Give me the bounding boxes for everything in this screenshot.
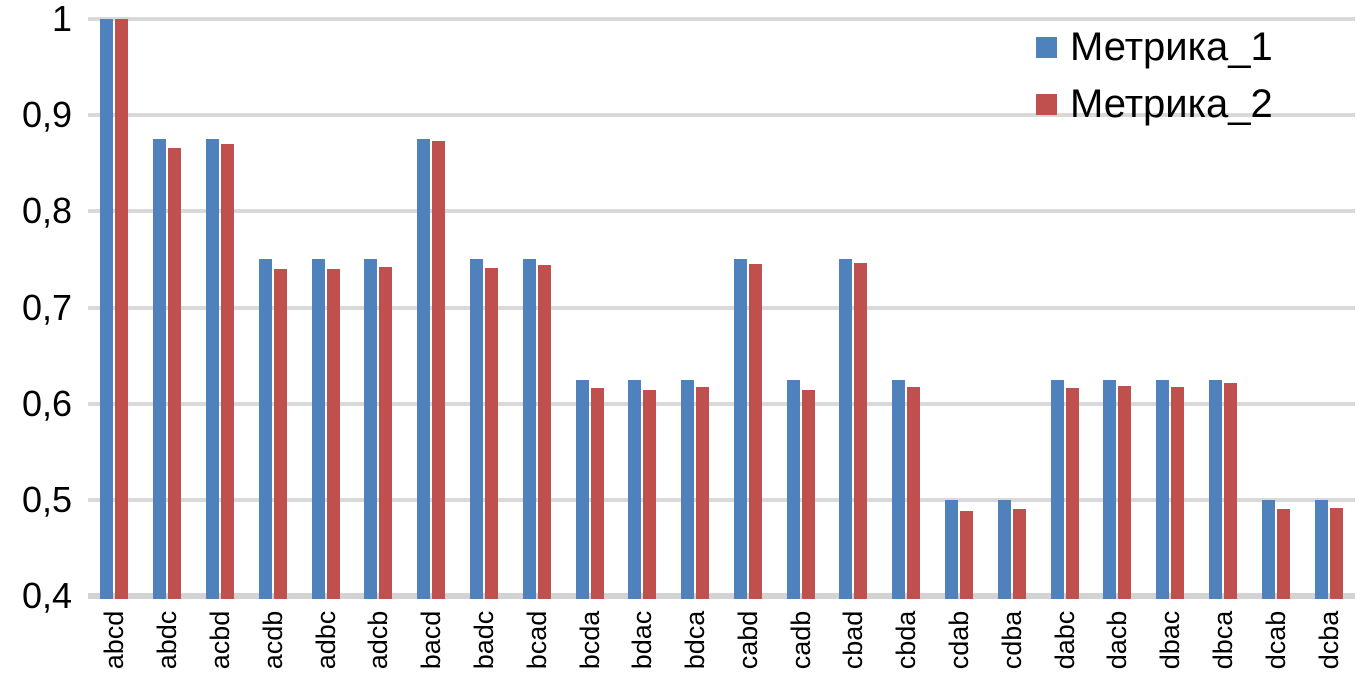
y-tick-label: 0,6	[21, 382, 72, 424]
gridline	[88, 113, 1355, 118]
bar-series-2-abdc	[168, 147, 182, 599]
y-tick-label: 0,9	[21, 94, 72, 136]
x-tick-label: dbac	[1155, 610, 1186, 670]
x-tick-label: cadb	[785, 610, 816, 670]
gridline	[88, 17, 1355, 21]
bar-series-2-dabc	[1065, 388, 1079, 599]
bar-series-1-dbac	[1156, 379, 1170, 599]
x-tick-label: cbda	[891, 610, 922, 670]
bar-series-1-dacb	[1103, 379, 1117, 599]
bar-series-1-dbca	[1209, 379, 1223, 599]
bar-series-1-acbd	[205, 139, 219, 599]
x-axis-line	[88, 593, 1355, 599]
legend-swatch-metrika-1-icon	[1036, 36, 1057, 58]
legend-swatch-metrika-2-icon	[1036, 93, 1057, 115]
x-tick-label: bcda	[574, 610, 605, 670]
x-tick-label: adcb	[363, 610, 394, 670]
x-tick-label: dabc	[1049, 610, 1080, 670]
bar-series-1-bdca	[681, 379, 695, 599]
x-tick-label: cdba	[996, 610, 1027, 670]
bar-series-2-cadb	[801, 390, 815, 599]
bar-series-1-acdb	[258, 259, 272, 599]
bar-series-2-cdab	[960, 511, 974, 599]
bar-series-1-adbc	[311, 259, 325, 599]
bar-series-1-dcab	[1261, 499, 1275, 599]
bar-series-1-cbda	[892, 379, 906, 599]
bar-series-2-dbac	[1171, 387, 1185, 599]
bar-series-2-cdba	[1012, 509, 1026, 599]
bar-series-2-bcad	[537, 265, 551, 599]
bar-series-1-cabd	[733, 259, 747, 599]
legend-label-metrika-2: Метрика_2	[1070, 82, 1273, 126]
bar-series-2-bacd	[432, 141, 446, 599]
bar-series-1-badc	[469, 259, 483, 599]
bar-series-2-dcba	[1329, 508, 1343, 599]
y-tick-label: 0,4	[21, 575, 72, 616]
x-tick-label: abcd	[99, 610, 130, 670]
legend-item-metrika-2: Метрика_2	[1036, 83, 1273, 125]
bar-series-1-cdab	[945, 499, 959, 599]
bar-series-2-dacb	[1118, 386, 1132, 599]
x-tick-label: bcad	[521, 610, 552, 670]
bar-series-2-bcda	[590, 388, 604, 599]
x-tick-label: dbca	[1208, 610, 1239, 670]
x-tick-label: cbad	[838, 610, 869, 670]
x-tick-label: cabd	[732, 610, 763, 670]
legend: Метрика_1 Метрика_2	[1036, 26, 1273, 140]
bar-series-2-cbda	[907, 387, 921, 599]
bar-series-2-adbc	[326, 269, 340, 599]
x-tick-label: badc	[468, 610, 499, 670]
bar-series-1-abcd	[100, 19, 114, 599]
y-tick-label: 0,8	[21, 190, 72, 232]
x-tick-label: bdac	[627, 610, 658, 670]
legend-label-metrika-1: Метрика_1	[1070, 25, 1273, 69]
x-tick-label: bdca	[680, 610, 711, 670]
bar-series-1-adcb	[364, 259, 378, 599]
bar-series-1-bcad	[522, 259, 536, 599]
bar-series-2-adcb	[379, 267, 393, 599]
bar-series-2-acbd	[220, 144, 234, 599]
x-tick-label: abdc	[152, 610, 183, 670]
y-tick-label: 0,7	[21, 286, 72, 328]
x-tick-label: adbc	[310, 610, 341, 670]
x-tick-label: dacb	[1102, 610, 1133, 670]
x-tick-label: bacd	[416, 610, 447, 670]
bar-series-1-bcda	[575, 379, 589, 599]
gridline	[88, 305, 1355, 310]
bar-series-2-bdac	[643, 390, 657, 599]
bar-series-1-abdc	[153, 139, 167, 599]
bar-series-1-dabc	[1050, 379, 1064, 599]
bar-series-2-dbca	[1224, 383, 1238, 599]
y-tick-label: 1	[51, 0, 72, 39]
x-tick-label: dcba	[1313, 610, 1344, 670]
bar-series-1-bacd	[417, 139, 431, 599]
gridline	[88, 209, 1355, 214]
x-tick-label: dcab	[1260, 610, 1291, 670]
y-tick-label: 0,5	[21, 478, 72, 520]
bar-series-2-badc	[484, 268, 498, 599]
bar-series-2-dcab	[1276, 509, 1290, 599]
gridline	[88, 401, 1355, 406]
x-tick-label: cdab	[944, 610, 975, 670]
bar-series-2-cabd	[748, 264, 762, 599]
bar-series-1-dcba	[1314, 499, 1328, 599]
bar-series-2-bdca	[696, 387, 710, 599]
bar-series-2-cbad	[854, 263, 868, 599]
x-tick-label: acbd	[204, 610, 235, 670]
bar-series-1-cadb	[786, 379, 800, 599]
bar-series-1-cbad	[839, 259, 853, 599]
bar-series-1-cdba	[997, 499, 1011, 599]
gridline	[88, 497, 1355, 502]
bar-series-2-abcd	[115, 19, 129, 599]
legend-item-metrika-1: Метрика_1	[1036, 26, 1273, 68]
bar-series-1-bdac	[628, 379, 642, 599]
x-tick-label: acdb	[257, 610, 288, 670]
bar-series-2-acdb	[273, 269, 287, 599]
